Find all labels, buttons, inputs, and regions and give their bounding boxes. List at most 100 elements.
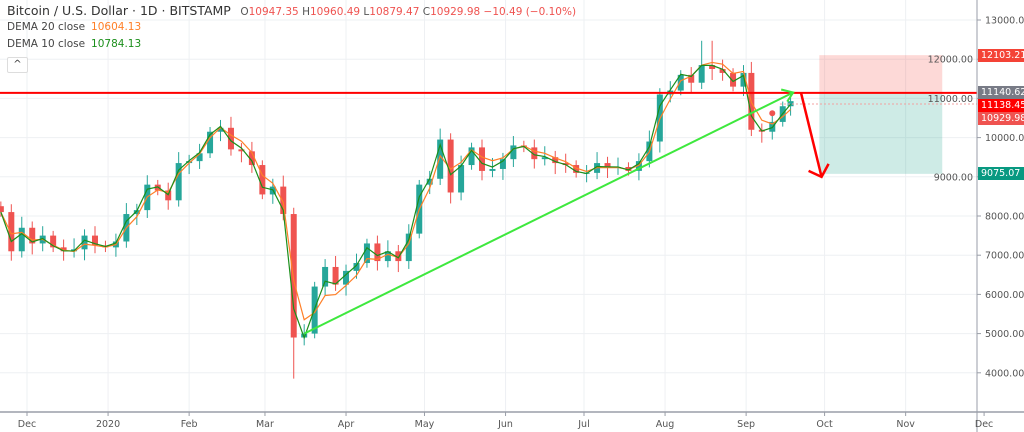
x-tick-label: Feb — [181, 419, 198, 430]
candle-body — [133, 210, 140, 215]
y-tick-label: 8000.00 — [985, 212, 1024, 223]
candle-body — [8, 212, 15, 252]
candle-body — [604, 163, 611, 167]
candle-body — [259, 165, 266, 195]
candle-body — [29, 227, 36, 244]
candle-body — [175, 163, 182, 201]
candle-body — [677, 74, 684, 91]
candle-body — [374, 243, 381, 262]
candle-body — [437, 139, 444, 179]
y-tick-label: 9000.00 — [934, 172, 973, 183]
candle-body — [353, 263, 360, 271]
candle-body — [719, 69, 726, 73]
collapse-legend-button[interactable]: ^ — [7, 57, 28, 73]
y-tick-label: 4000.00 — [985, 368, 1024, 379]
candle-body — [499, 159, 506, 169]
x-tick-label: Oct — [816, 419, 833, 430]
candle-body — [81, 235, 88, 250]
candle-body — [531, 147, 538, 160]
x-tick-label: Aug — [656, 419, 675, 430]
candle-body — [552, 157, 559, 164]
y-tick-label: 10000.00 — [985, 133, 1024, 144]
candle-body — [91, 235, 98, 246]
candle-body — [787, 101, 794, 107]
y-tick-label: 7000.00 — [985, 251, 1024, 262]
candle-body — [363, 243, 370, 264]
candle-body — [384, 251, 391, 262]
y-tick-label: 6000.00 — [985, 290, 1024, 301]
price-label: 12103.21 — [978, 48, 1024, 62]
x-tick-label: Dec — [975, 419, 993, 430]
y-tick-label: 12000.00 — [928, 55, 973, 66]
candle-body — [60, 247, 67, 252]
ohlc-readout: O10947.35 H10960.49 L10879.47 C10929.98 … — [240, 6, 577, 18]
stop-zone — [819, 55, 943, 93]
x-tick-label: Jul — [577, 419, 589, 430]
dema10-line — [0, 64, 792, 340]
x-tick-label: Jun — [497, 419, 513, 430]
forecast-arrow — [799, 92, 823, 178]
chart-legend: Bitcoin / U.S. Dollar · 1D · BITSTAMP O1… — [7, 2, 576, 53]
candle-body — [395, 251, 402, 262]
symbol-title[interactable]: Bitcoin / U.S. Dollar · 1D · BITSTAMP — [7, 3, 231, 18]
candle-body — [468, 147, 475, 166]
candle-body — [343, 270, 350, 285]
x-tick-label: Apr — [338, 419, 355, 430]
candle-body — [405, 233, 412, 262]
candle-body — [510, 145, 517, 160]
price-axis — [977, 0, 1024, 432]
x-tick-label: Sep — [737, 419, 755, 430]
candle-body — [698, 65, 705, 83]
price-label: 11138.45 — [978, 99, 1024, 113]
candle-body — [280, 186, 287, 215]
candle-body — [426, 178, 433, 185]
candle-body — [186, 161, 193, 164]
candle-body — [740, 72, 747, 87]
y-tick-label: 11000.00 — [928, 94, 973, 105]
dema20-line — [0, 61, 791, 321]
candle-body — [625, 167, 632, 171]
indicator-dema20[interactable]: DEMA 20 close 10604.13 — [7, 21, 142, 33]
candle-body — [730, 72, 737, 87]
candle-body — [479, 147, 486, 171]
x-tick-label: 2020 — [96, 419, 120, 430]
candle-body — [227, 127, 234, 150]
forecast-arrowhead — [808, 163, 830, 179]
candle-body — [447, 139, 454, 193]
candle-body — [541, 157, 548, 160]
candle-body — [301, 333, 308, 338]
x-tick-label: Dec — [18, 419, 36, 430]
y-tick-label: 13000.00 — [985, 16, 1024, 27]
candle-body — [248, 151, 255, 166]
candle-body — [290, 214, 297, 338]
trendline-arrowhead — [780, 88, 795, 103]
chevron-up-icon: ^ — [13, 59, 22, 70]
indicator-dema10[interactable]: DEMA 10 close 10784.13 — [7, 38, 142, 50]
candle-body — [0, 206, 4, 213]
signal-marker — [769, 110, 776, 117]
candle-body — [50, 235, 57, 248]
candle-body — [573, 165, 580, 173]
target-zone — [819, 92, 943, 174]
candle-body — [322, 266, 329, 287]
x-tick-label: Nov — [896, 419, 915, 430]
trendline — [303, 91, 794, 335]
candle-body — [458, 165, 465, 193]
candle-body — [165, 190, 172, 201]
price-label: 10929.98 — [978, 112, 1024, 126]
candle-body — [709, 65, 716, 69]
candle-body — [196, 153, 203, 162]
candle-body — [207, 131, 214, 154]
y-tick-label: 5000.00 — [985, 329, 1024, 340]
candle-body — [217, 127, 224, 132]
candle-body — [635, 161, 642, 171]
price-label: 9075.07 — [978, 167, 1024, 181]
candle-body — [688, 74, 695, 83]
candle-body — [18, 227, 25, 252]
price-label: 11140.62 — [978, 86, 1024, 100]
x-tick-label: May — [415, 419, 435, 430]
candle-body — [238, 149, 245, 152]
candle-body — [332, 266, 339, 285]
x-tick-label: Mar — [256, 419, 274, 430]
